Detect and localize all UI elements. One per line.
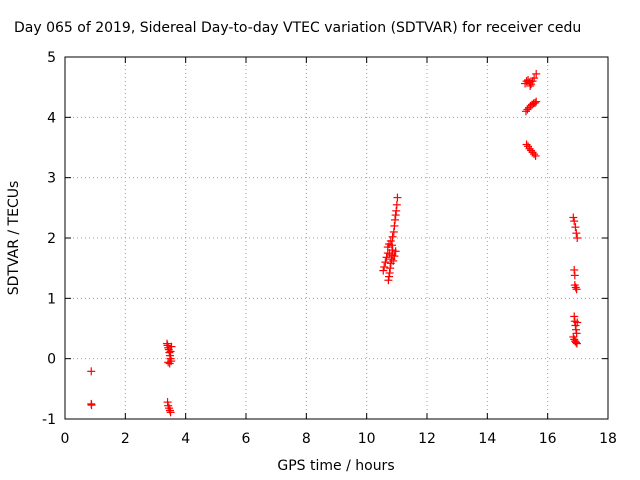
data-point bbox=[164, 358, 173, 367]
y-tick-label: 1 bbox=[47, 291, 56, 307]
data-point bbox=[572, 229, 581, 238]
x-tick-label: 6 bbox=[242, 431, 251, 447]
x-tick-label: 10 bbox=[358, 431, 376, 447]
data-point bbox=[392, 200, 401, 209]
data-point bbox=[392, 206, 401, 215]
data-points bbox=[87, 69, 582, 417]
data-point bbox=[531, 151, 540, 160]
x-axis-label: GPS time / hours bbox=[277, 458, 394, 474]
data-point bbox=[571, 223, 580, 232]
y-tick-label: 4 bbox=[47, 110, 56, 126]
grid bbox=[65, 57, 608, 419]
data-point bbox=[572, 325, 581, 334]
x-tick-label: 12 bbox=[418, 431, 436, 447]
data-point bbox=[379, 266, 388, 275]
x-tick-label: 18 bbox=[599, 431, 617, 447]
data-point bbox=[532, 97, 541, 106]
data-point bbox=[166, 408, 175, 417]
data-point bbox=[573, 318, 582, 327]
data-point bbox=[384, 276, 393, 285]
data-point bbox=[87, 367, 96, 376]
data-point bbox=[381, 258, 390, 267]
data-point bbox=[569, 213, 578, 222]
data-point bbox=[530, 98, 539, 107]
y-tick-label: 2 bbox=[47, 231, 56, 247]
data-point bbox=[389, 227, 398, 236]
y-tick-label: -1 bbox=[42, 412, 56, 428]
data-point bbox=[570, 312, 579, 321]
x-tick-label: 16 bbox=[539, 431, 557, 447]
data-point bbox=[393, 193, 402, 202]
data-point bbox=[390, 221, 399, 230]
data-point bbox=[571, 283, 580, 292]
data-point bbox=[380, 262, 389, 271]
data-point bbox=[570, 265, 579, 274]
data-point bbox=[166, 347, 175, 356]
y-tick-label: 3 bbox=[47, 171, 56, 187]
data-point bbox=[572, 338, 581, 347]
data-point bbox=[385, 268, 394, 277]
data-point bbox=[388, 232, 397, 241]
data-point bbox=[391, 247, 400, 256]
data-point bbox=[572, 285, 581, 294]
data-point bbox=[390, 252, 399, 261]
data-point bbox=[391, 215, 400, 224]
data-point bbox=[386, 237, 395, 246]
data-point bbox=[167, 342, 176, 351]
x-tick-label: 14 bbox=[478, 431, 496, 447]
data-point bbox=[391, 211, 400, 220]
x-tick-label: 4 bbox=[181, 431, 190, 447]
data-point bbox=[162, 339, 171, 348]
data-point bbox=[570, 271, 579, 280]
data-point bbox=[572, 329, 581, 338]
y-tick-label: 0 bbox=[47, 352, 56, 368]
data-point bbox=[382, 253, 391, 262]
chart-title: Day 065 of 2019, Sidereal Day-to-day VTE… bbox=[14, 20, 581, 36]
data-point bbox=[386, 264, 395, 273]
data-point bbox=[532, 69, 541, 78]
data-point bbox=[570, 217, 579, 226]
y-tick-label: 5 bbox=[47, 50, 56, 66]
data-point bbox=[384, 272, 393, 281]
data-point bbox=[530, 150, 539, 159]
data-point bbox=[165, 406, 174, 415]
data-point bbox=[526, 81, 535, 90]
data-point bbox=[530, 74, 539, 83]
data-point bbox=[385, 249, 394, 258]
data-point bbox=[572, 339, 581, 348]
y-axis-label: SDTVAR / TECUs bbox=[6, 181, 22, 296]
data-point bbox=[165, 359, 174, 368]
data-point bbox=[87, 401, 96, 410]
data-point bbox=[522, 140, 531, 149]
data-point bbox=[163, 398, 172, 407]
data-point bbox=[388, 241, 397, 250]
data-point bbox=[389, 256, 398, 265]
x-tick-label: 8 bbox=[302, 431, 311, 447]
data-point bbox=[573, 234, 582, 242]
x-tick-label: 2 bbox=[121, 431, 130, 447]
x-tick-label: 0 bbox=[61, 431, 70, 447]
